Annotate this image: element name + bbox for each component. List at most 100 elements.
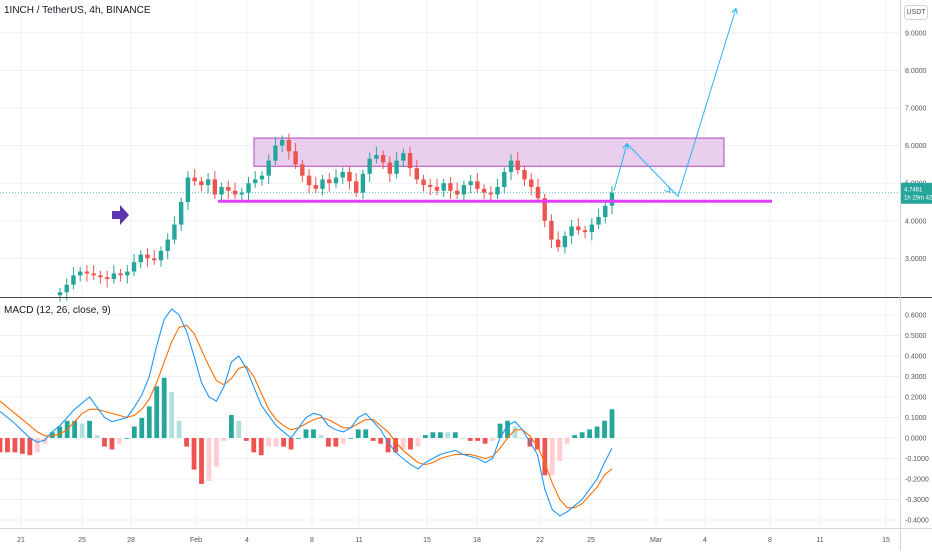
candle-body — [172, 224, 177, 240]
candle-body — [152, 258, 157, 261]
macd-histogram-bar — [400, 438, 406, 450]
candle-body — [273, 145, 278, 161]
currency-badge[interactable]: USDT — [904, 5, 928, 20]
macd-histogram-bar — [512, 426, 518, 438]
candle-body — [266, 160, 271, 176]
annotation-layer — [253, 137, 725, 167]
candle-body — [259, 175, 265, 180]
candle-body — [91, 273, 96, 276]
macd-histogram-bar — [467, 438, 473, 441]
candle-body — [508, 160, 514, 172]
candle-body — [421, 179, 426, 186]
candle-body — [347, 171, 352, 182]
macd-histogram-bar — [214, 438, 219, 467]
time-tick-label: 25 — [78, 537, 86, 544]
macd-histogram-bar — [430, 432, 436, 438]
macd-histogram-bar — [139, 417, 145, 438]
macd-histogram-bar — [490, 438, 495, 441]
price-tick-label: 7.0000 — [905, 106, 927, 113]
candle-body — [367, 158, 372, 174]
macd-histogram-bar — [79, 423, 85, 438]
macd-tick-label: -0.3000 — [905, 497, 929, 504]
candle-body — [77, 271, 83, 276]
macd-histogram-bar — [72, 420, 78, 438]
macd-signal-line — [0, 324, 613, 509]
macd-histogram-bar — [557, 438, 563, 461]
candle-body — [488, 192, 494, 195]
price-tick-label: 6.0000 — [905, 143, 927, 150]
macd-histogram-bar — [27, 438, 33, 456]
candle-body — [279, 139, 285, 146]
candle-body — [434, 186, 440, 191]
time-tick-label: 28 — [127, 537, 135, 544]
candle-body — [522, 170, 527, 180]
macd-tick-label: 0.2000 — [905, 395, 927, 402]
candle-body — [239, 192, 244, 195]
resistance-zone — [253, 137, 725, 167]
macd-histogram-bar — [109, 438, 115, 450]
time-tick-label: 25 — [587, 537, 595, 544]
macd-histogram-bar — [87, 420, 92, 438]
candle-body — [118, 273, 123, 276]
macd-histogram-bar — [57, 426, 63, 438]
candle-body — [515, 160, 520, 171]
macd-histogram-bar — [609, 409, 615, 438]
drawing-layer — [0, 7, 900, 225]
candle-body — [226, 186, 231, 191]
candle-body — [407, 153, 413, 169]
candle-body — [340, 171, 345, 178]
price-tag-countdown: 1h 29m 42s — [904, 196, 932, 202]
candle-body — [138, 254, 143, 263]
macd-histogram-bar — [542, 438, 548, 476]
macd-histogram-bar — [460, 438, 466, 439]
macd-histogram-bar — [415, 438, 421, 447]
price-tag-value: 4.7461 — [904, 188, 923, 194]
candle-body — [603, 205, 608, 218]
macd-indicator — [0, 308, 615, 517]
macd-histogram-bar — [505, 420, 510, 438]
price-tick-label: 3.0000 — [905, 256, 927, 263]
macd-histogram-bar — [206, 438, 212, 482]
macd-histogram-bar — [0, 438, 3, 453]
macd-histogram-bar — [191, 438, 197, 470]
macd-histogram-bar — [385, 438, 391, 453]
macd-tick-label: 0.3000 — [905, 374, 927, 381]
price-tick-label: 4.0000 — [905, 218, 927, 225]
macd-histogram-bar — [452, 432, 458, 438]
macd-histogram-bar — [131, 426, 137, 438]
macd-histogram-bar — [176, 420, 182, 438]
candle-body — [293, 151, 298, 165]
chart-title: 1INCH / TetherUS, 4h, BINANCE — [4, 5, 151, 16]
candle-body — [98, 275, 103, 278]
projection-arrowhead — [664, 186, 671, 194]
candle-body — [84, 271, 90, 274]
macd-histogram-bar — [102, 438, 107, 447]
candle-body — [145, 254, 150, 259]
price-tag-box — [901, 182, 932, 204]
time-tick-label: 18 — [473, 537, 481, 544]
macd-tick-label: 0.1000 — [905, 415, 927, 422]
macd-histogram-bar — [273, 438, 279, 447]
macd-histogram-bar — [333, 438, 339, 447]
macd-histogram-bar — [117, 438, 122, 444]
macd-histogram-bar — [325, 438, 331, 447]
macd-tick-label: 0.0000 — [905, 436, 927, 443]
macd-histogram-bar — [355, 429, 361, 438]
candle-body — [562, 235, 568, 248]
macd-histogram-bar — [49, 432, 55, 438]
time-tick-label: 11 — [816, 537, 823, 544]
candle-body — [454, 190, 460, 195]
time-tick-label: 15 — [423, 537, 431, 544]
macd-histogram-bar — [482, 438, 488, 444]
macd-histogram-bar — [221, 438, 227, 441]
candle-body — [219, 186, 224, 195]
macd-histogram-bar — [587, 429, 593, 438]
macd-histogram-bar — [497, 423, 503, 438]
candle-body — [596, 217, 601, 225]
candle-body — [246, 183, 251, 193]
macd-histogram-bar — [579, 432, 585, 438]
macd-histogram-bar — [363, 429, 369, 438]
macd-title: MACD (12, 26, close, 9) — [4, 305, 111, 316]
macd-histogram-bar — [266, 438, 272, 447]
